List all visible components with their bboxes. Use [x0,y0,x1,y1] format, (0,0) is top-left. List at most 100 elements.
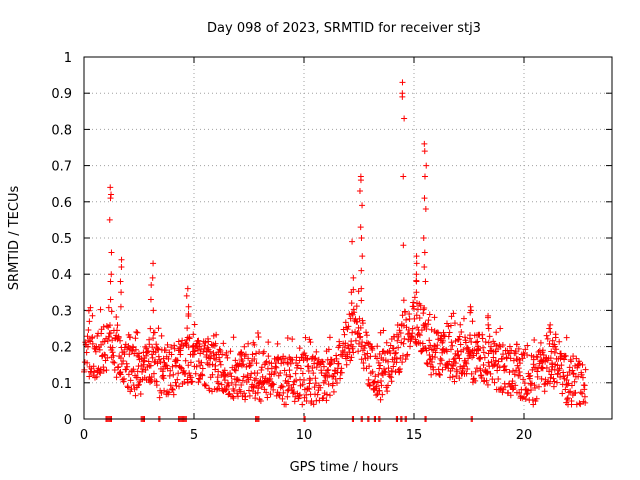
data-point [221,367,228,374]
data-point [197,350,204,357]
data-point [196,341,203,348]
data-point [358,297,365,304]
data-point [311,384,318,391]
data-point [232,357,239,364]
data-point [458,329,465,336]
data-point [147,296,154,303]
data-point [366,382,373,389]
data-point [473,339,480,346]
data-point [491,362,498,369]
data-point [344,326,351,333]
data-point [278,383,285,390]
data-point [311,355,318,362]
data-point [323,370,329,377]
data-point [399,93,406,100]
y-tick-label: 0 [64,413,72,428]
data-point [124,363,131,370]
data-point [83,349,90,356]
data-point [168,351,175,358]
data-point [417,302,424,309]
data-point [488,343,494,350]
data-point [189,378,196,385]
data-point [326,392,333,399]
data-point [386,373,393,380]
data-point [284,334,291,341]
data-point [98,341,105,348]
data-point [400,340,407,347]
data-point [577,389,584,396]
data-point [161,387,168,394]
data-point [375,359,382,366]
data-point [160,375,167,382]
data-point [222,387,229,394]
data-point [495,358,502,365]
data-point [163,362,170,369]
data-point [421,263,428,270]
data-point [326,372,333,379]
data-point [136,381,142,388]
data-point [413,278,420,285]
data-point [358,356,365,363]
data-point [522,395,529,402]
data-point [350,274,357,281]
data-point [358,235,365,241]
data-point [290,381,297,388]
data-point [359,253,366,260]
data-point [455,351,462,358]
data-point [330,388,337,395]
data-point [345,323,352,330]
data-point [145,348,152,355]
data-point [476,355,483,362]
data-point [130,366,137,373]
data-point [551,378,558,385]
data-point [377,362,384,369]
data-point [348,354,355,361]
data-point [320,363,327,370]
data-point [333,355,340,362]
data-point [434,342,441,349]
data-point [496,364,503,371]
data-point [468,370,475,377]
data-point [219,351,226,358]
x-tick-label: 0 [80,428,88,443]
data-point [156,394,163,401]
data-point [253,375,260,382]
data-point [472,377,479,384]
data-point [292,370,299,377]
data-point [212,340,219,347]
data-point [356,187,363,194]
data-point [521,380,528,387]
data-point [290,388,297,395]
data-point [299,401,306,408]
data-point [431,314,438,321]
data-point [146,341,153,348]
data-point [282,355,289,362]
data-point [564,372,571,379]
data-point [118,289,125,296]
data-point [279,395,286,402]
data-point [426,337,433,344]
data-point [246,387,252,394]
data-point [251,341,258,348]
data-point [356,315,363,322]
data-point [451,320,458,327]
data-point [487,370,494,377]
data-point [142,367,149,374]
data-point [384,388,391,395]
data-point [569,367,576,374]
data-point [365,376,372,383]
data-point [361,351,368,358]
data-point [317,384,324,391]
data-point [184,325,191,332]
data-point [185,362,192,369]
data-point [240,361,247,368]
data-point [165,355,172,362]
data-point [432,349,439,356]
data-point [477,367,484,374]
data-point [401,335,408,342]
data-point [579,374,586,381]
data-point [372,373,379,380]
data-point [123,360,130,367]
data-point [392,349,399,356]
data-point [89,312,96,319]
